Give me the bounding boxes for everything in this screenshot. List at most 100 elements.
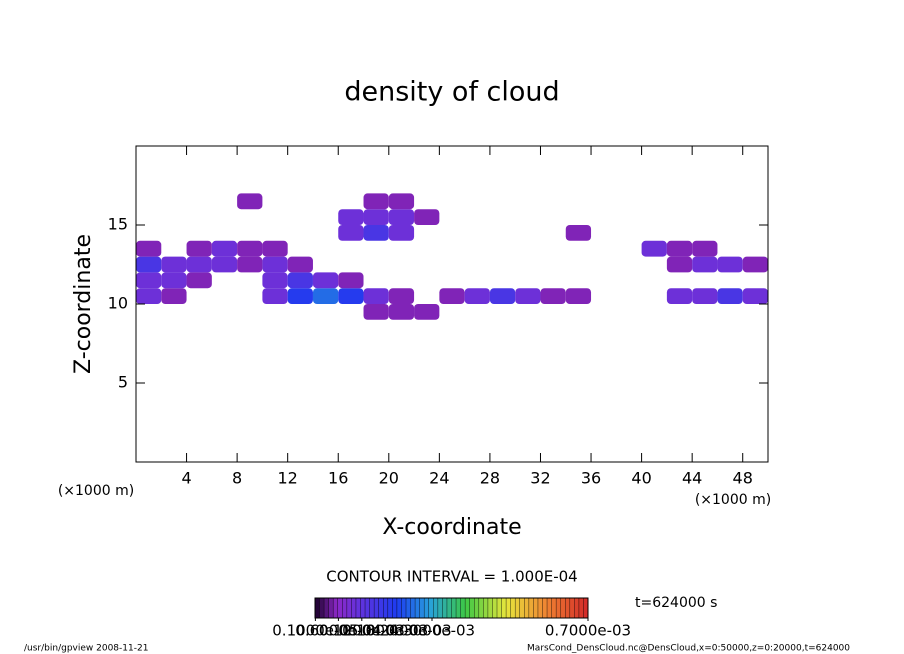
field-cell: [262, 288, 288, 304]
colorbar-segment: [387, 598, 393, 618]
colorbar-segment: [406, 598, 411, 618]
colorbar-segment: [396, 598, 402, 618]
field-cell: [237, 240, 263, 257]
field-cell: [161, 272, 187, 289]
field-cell: [136, 288, 162, 304]
field-cell: [363, 225, 389, 241]
x-tick-label: 4: [181, 469, 191, 488]
time-label: t=624000 s: [635, 595, 717, 611]
colorbar-segment: [497, 598, 502, 618]
x-tick-label: 20: [379, 469, 399, 488]
x-tick-label: 16: [328, 469, 348, 488]
field-cell: [489, 288, 516, 304]
colorbar-segment: [342, 598, 348, 618]
field-cell: [515, 288, 541, 304]
field-cell: [439, 288, 465, 304]
x-tick-label: 8: [232, 469, 242, 488]
field-cell: [287, 288, 313, 304]
field-cell: [262, 240, 288, 257]
colorbar-segment: [456, 598, 461, 618]
field-cell: [237, 193, 263, 210]
colorbar-segment: [474, 598, 480, 618]
field-cell: [237, 256, 263, 273]
colorbar-segment: [328, 598, 334, 618]
colorbar-segment: [351, 598, 357, 618]
colorbar-segment: [460, 598, 466, 618]
field-cell: [262, 256, 288, 273]
x-unit: (×1000 m): [695, 492, 771, 508]
colorbar-segment: [519, 598, 525, 618]
colorbar-segment: [428, 598, 434, 618]
field-cell: [363, 304, 389, 320]
colorbar-tick-label: 0.1000e-05: [272, 622, 358, 640]
field-cell: [414, 304, 440, 320]
colorbar-segment: [324, 598, 329, 618]
footer-right: MarsCond_DensCloud.nc@DensCloud,x=0:5000…: [527, 644, 850, 654]
chart-title: density of cloud: [344, 77, 559, 108]
footer-left: /usr/bin/gpview 2008-11-21: [24, 644, 148, 654]
x-tick-label: 12: [278, 469, 298, 488]
colorbar-segment: [365, 598, 370, 618]
colorbar-segment: [424, 598, 430, 618]
colorbar-segment: [506, 598, 511, 618]
colorbar-segment: [392, 598, 398, 618]
field-cell: [363, 209, 389, 225]
colorbar-segment: [360, 598, 366, 618]
field-cell: [338, 209, 364, 225]
colorbar-segment: [560, 598, 566, 618]
field-cell: [186, 256, 212, 273]
field-cell: [388, 225, 415, 241]
field-cell: [161, 288, 187, 304]
field-cell: [262, 272, 288, 289]
field-cell: [363, 288, 389, 304]
field-cell: [186, 240, 212, 257]
colorbar-segment: [337, 598, 343, 618]
colorbar-segment: [451, 598, 457, 618]
x-tick-label: 32: [530, 469, 550, 488]
field-cell: [692, 240, 718, 257]
x-axis-title: X-coordinate: [382, 515, 521, 540]
colorbar-frame: [314, 597, 589, 619]
colorbar-tick-label: 0.1800e-03: [342, 622, 428, 640]
colorbar-segment: [510, 598, 516, 618]
colorbar-segment: [583, 598, 589, 618]
y-tick-label: 5: [118, 373, 128, 392]
field-cell: [388, 193, 415, 210]
colorbar-segment: [492, 598, 498, 618]
field-cell: [161, 256, 187, 273]
colorbar-segment: [319, 598, 325, 618]
field-cell: [338, 288, 364, 304]
field-cell: [742, 288, 768, 304]
colorbar-segment: [483, 598, 489, 618]
field-cell: [136, 272, 162, 289]
field-cell: [464, 288, 490, 304]
colorbar-tick-label: 0.3000e-03: [389, 622, 475, 640]
field-cell: [312, 288, 339, 304]
field-cell: [287, 256, 313, 273]
colorbar-segment: [524, 598, 530, 618]
colorbar-segment: [401, 598, 407, 618]
field-cell: [186, 272, 212, 289]
colorbar-segment: [378, 598, 384, 618]
colorbar-segment: [465, 598, 470, 618]
colorbar-segment: [547, 598, 552, 618]
colorbar-segment: [501, 598, 507, 618]
y-tick-label: 15: [108, 215, 128, 234]
x-tick-label: 24: [429, 469, 449, 488]
field-cell: [641, 240, 667, 257]
field-cell: [338, 225, 364, 241]
field-cell: [388, 288, 415, 304]
x-tick-label: 36: [581, 469, 601, 488]
colorbar-segment: [415, 598, 420, 618]
colorbar-segment: [537, 598, 543, 618]
colorbar-segment: [551, 598, 557, 618]
colorbar-segment: [565, 598, 571, 618]
colorbar-segment: [346, 598, 352, 618]
x-tick-label: 28: [480, 469, 500, 488]
colorbar-segment: [528, 598, 534, 618]
field-cell: [388, 209, 415, 225]
field-cell: [287, 272, 313, 289]
field-cell: [742, 256, 768, 273]
colorbar-segment: [469, 598, 475, 618]
